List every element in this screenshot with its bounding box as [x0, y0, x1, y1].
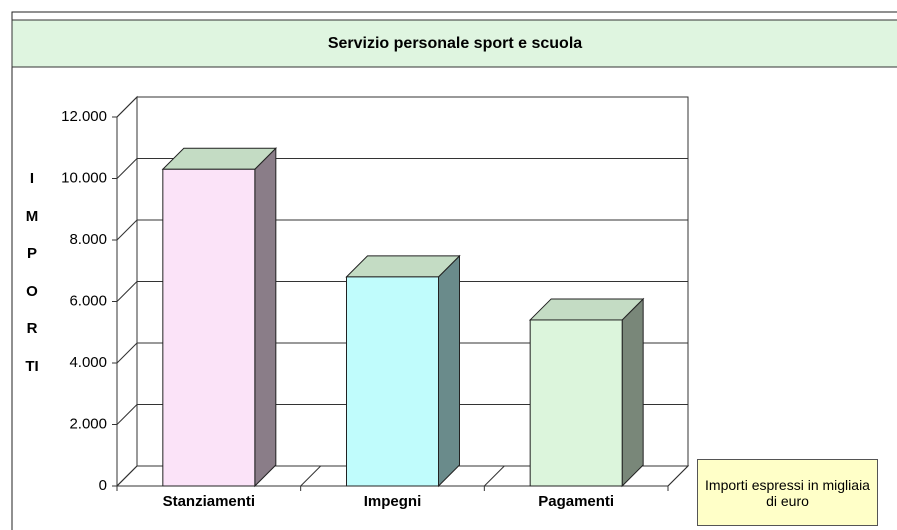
grid-line — [116, 219, 138, 241]
grid-line — [116, 404, 138, 425]
bar — [162, 168, 256, 487]
y-tick-label: 10.000 — [61, 169, 107, 186]
title-bar — [11, 19, 897, 68]
note: Importi espressi in migliaia di euro — [697, 459, 878, 526]
x-tick-label: Pagamenti — [538, 493, 614, 510]
frame — [11, 11, 897, 530]
category-divider — [300, 465, 322, 487]
category-divider — [667, 465, 689, 487]
grid-line — [116, 158, 138, 179]
bar-side — [254, 147, 277, 488]
y-tick-label: 0 — [99, 477, 107, 494]
y-tick-label: 12.000 — [61, 108, 107, 125]
bar — [529, 319, 623, 487]
bar — [346, 276, 439, 487]
grid-line — [116, 96, 138, 118]
grid-line — [116, 281, 138, 302]
grid-line — [116, 342, 138, 364]
y-axis-label: IMPORTI — [25, 170, 39, 375]
y-tick-label: 6.000 — [69, 292, 107, 309]
category-divider — [483, 465, 505, 487]
x-tick-label: Stanziamenti — [163, 493, 256, 510]
x-tick-label: Impegni — [364, 493, 422, 510]
y-tick-label: 2.000 — [69, 415, 107, 432]
chart-title: Servizio personale sport e scuola — [328, 35, 582, 52]
bar-side — [438, 254, 460, 488]
y-tick-label: 8.000 — [69, 231, 107, 248]
bar-side — [621, 297, 644, 488]
y-tick-label: 4.000 — [69, 354, 107, 371]
category-divider — [116, 465, 138, 487]
